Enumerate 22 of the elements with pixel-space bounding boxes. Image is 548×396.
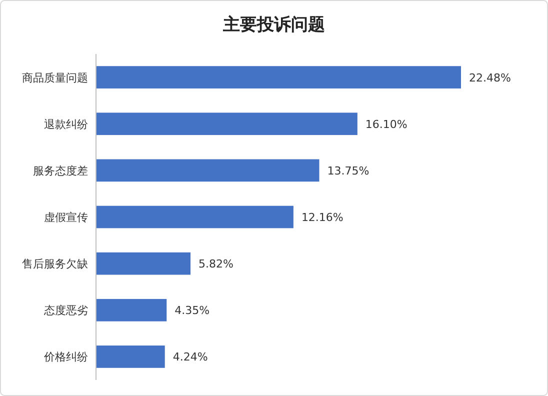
y-tick-label: 价格纠纷 — [43, 350, 88, 364]
bar — [96, 252, 190, 275]
data-label: 13.75% — [327, 164, 370, 178]
y-tick-label: 服务态度差 — [33, 164, 88, 178]
bar — [96, 298, 167, 322]
bar — [96, 346, 165, 368]
data-label: 16.10% — [365, 118, 408, 131]
data-label: 4.24% — [172, 350, 208, 364]
y-tick-label: 态度恶劣 — [43, 304, 88, 318]
bar — [96, 66, 461, 88]
chart-title: 主要投诉问题 — [222, 15, 325, 35]
y-tick-label: 虚假宣传 — [44, 211, 88, 224]
bar — [96, 112, 358, 136]
y-tick-label: 退款纠纷 — [44, 118, 88, 131]
y-tick-label: 售后服务欠缺 — [22, 258, 88, 271]
data-label: 4.35% — [174, 304, 210, 318]
y-tick-label: 商品质量问题 — [22, 71, 88, 84]
bar — [96, 206, 294, 228]
data-label: 5.82% — [198, 258, 234, 271]
data-label: 22.48% — [469, 71, 511, 84]
bar — [96, 159, 320, 182]
data-label: 12.16% — [301, 211, 344, 224]
